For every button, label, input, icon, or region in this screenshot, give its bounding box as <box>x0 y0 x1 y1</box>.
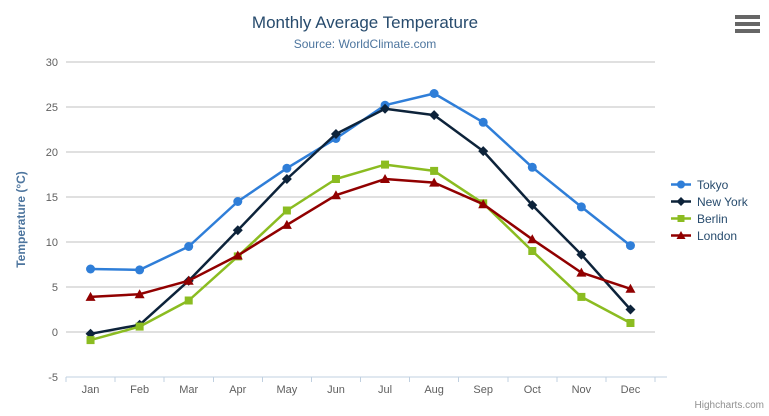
triangle-marker[interactable] <box>85 291 96 301</box>
axis-tick-label: -5 <box>48 372 58 384</box>
axis-tick-label: Aug <box>424 384 444 396</box>
square-marker[interactable] <box>184 296 193 305</box>
square-marker[interactable] <box>381 160 390 169</box>
diamond-marker[interactable] <box>429 110 440 121</box>
series-london[interactable] <box>85 174 636 301</box>
axis-tick-label: Sep <box>473 384 493 396</box>
axis-tick-label: Jun <box>327 384 345 396</box>
square-marker[interactable] <box>135 322 144 331</box>
y-axis-title: Temperature (°C) <box>14 171 28 268</box>
axis-tick-label: Mar <box>179 384 198 396</box>
legend-label: New York <box>697 194 748 209</box>
square-marker[interactable] <box>577 292 586 301</box>
legend-label: London <box>697 228 738 243</box>
axis-tick-label: 5 <box>52 282 58 294</box>
axis-tick-label: 25 <box>46 102 58 114</box>
square-legend-marker-icon <box>671 215 691 222</box>
axis-tick-label: Apr <box>229 384 246 396</box>
axis-tick-label: Jul <box>378 384 392 396</box>
triangle-marker[interactable] <box>380 174 391 183</box>
circle-marker <box>677 180 685 189</box>
circle-marker[interactable] <box>184 242 194 251</box>
circle-marker[interactable] <box>527 162 537 172</box>
axis-tick-label: Nov <box>572 384 592 396</box>
triangle-marker <box>676 231 686 239</box>
hamburger-icon <box>735 29 760 33</box>
diamond-marker[interactable] <box>625 304 636 315</box>
circle-marker[interactable] <box>135 265 145 275</box>
axis-tick-label: May <box>276 384 297 396</box>
diamond-legend-marker-icon <box>671 197 691 206</box>
credits-link[interactable]: Highcharts.com <box>694 400 764 411</box>
legend-item-berlin[interactable]: Berlin <box>670 210 748 227</box>
circle-marker[interactable] <box>282 163 292 173</box>
circle-marker[interactable] <box>429 89 439 98</box>
triangle-marker[interactable] <box>576 267 587 277</box>
hamburger-icon <box>735 15 760 19</box>
triangle-marker[interactable] <box>330 190 341 200</box>
square-marker[interactable] <box>528 247 537 255</box>
triangle-marker[interactable] <box>527 234 538 244</box>
series-line-tokyo <box>89 92 632 272</box>
axis-tick-label: 10 <box>46 237 58 249</box>
chart-title: Monthly Average Temperature <box>251 13 479 32</box>
axis-tick-label: 15 <box>46 192 58 204</box>
series-tokyo[interactable] <box>86 89 635 275</box>
circle-marker[interactable] <box>576 202 586 212</box>
circle-marker[interactable] <box>86 264 96 274</box>
diamond-marker[interactable] <box>330 129 341 139</box>
triangle-marker[interactable] <box>232 250 243 260</box>
axis-tick-label: 0 <box>52 327 58 339</box>
diamond-marker[interactable] <box>576 249 587 260</box>
axis-tick-label: Feb <box>130 384 149 396</box>
diamond-marker[interactable] <box>478 146 489 157</box>
diamond-marker[interactable] <box>527 200 538 211</box>
triangle-marker[interactable] <box>478 199 489 209</box>
triangle-marker[interactable] <box>625 283 636 293</box>
square-marker <box>677 215 685 222</box>
diamond-marker[interactable] <box>281 174 292 184</box>
series-new-york[interactable] <box>85 103 636 339</box>
axis-tick-label: 20 <box>46 147 58 159</box>
series-line-berlin <box>89 163 632 342</box>
square-marker[interactable] <box>86 336 95 345</box>
diamond-marker[interactable] <box>232 225 243 236</box>
square-marker[interactable] <box>430 166 439 175</box>
circle-marker[interactable] <box>233 197 243 206</box>
series-line-new-york <box>89 107 632 336</box>
triangle-marker[interactable] <box>281 219 292 229</box>
triangle-marker[interactable] <box>183 275 194 285</box>
triangle-marker[interactable] <box>134 289 145 299</box>
legend-label: Tokyo <box>697 177 729 192</box>
diamond-marker[interactable] <box>380 103 391 114</box>
square-marker[interactable] <box>331 175 340 183</box>
legend-item-new-york[interactable]: New York <box>670 193 748 210</box>
legend: Tokyo New York Berlin London <box>670 176 748 244</box>
diamond-marker <box>676 197 686 206</box>
circle-marker[interactable] <box>625 241 635 251</box>
axis-tick-label: Jan <box>82 384 100 396</box>
hamburger-icon <box>735 22 760 26</box>
square-marker[interactable] <box>626 319 635 327</box>
triangle-legend-marker-icon <box>671 231 691 239</box>
circle-legend-marker-icon <box>671 180 691 189</box>
triangle-marker[interactable] <box>429 177 440 187</box>
axis-tick-label: Dec <box>621 384 641 396</box>
axis-tick-label: Oct <box>524 384 541 396</box>
square-marker[interactable] <box>282 206 291 215</box>
export-menu-button[interactable] <box>735 15 760 36</box>
legend-item-tokyo[interactable]: Tokyo <box>670 176 748 193</box>
chart-subtitle: Source: WorldClimate.com <box>293 37 437 51</box>
circle-marker[interactable] <box>478 117 488 127</box>
legend-item-london[interactable]: London <box>670 227 748 244</box>
axis-tick-label: 30 <box>46 57 58 69</box>
series-line-london <box>89 177 632 299</box>
legend-label: Berlin <box>697 211 728 226</box>
